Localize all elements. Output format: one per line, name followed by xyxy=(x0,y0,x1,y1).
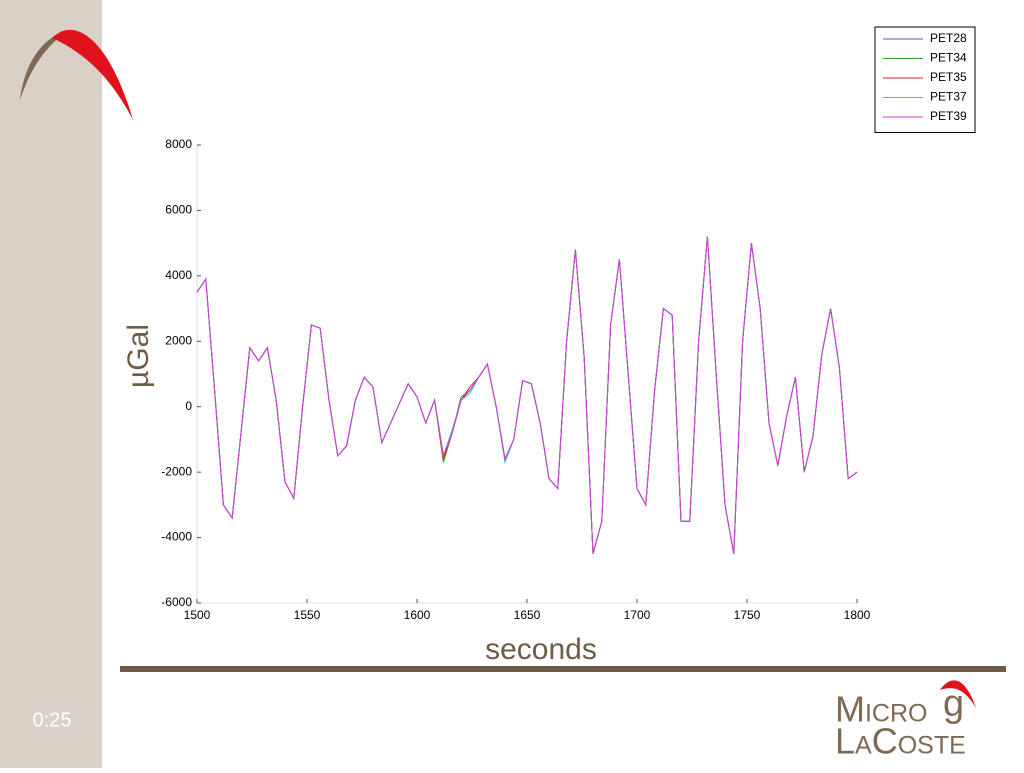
divider-bar xyxy=(120,666,1006,672)
y-tick-label: 6000 xyxy=(165,203,192,217)
logo-text: Micro xyxy=(835,689,928,730)
legend-label: PET28 xyxy=(930,31,967,45)
x-tick-label: 1650 xyxy=(514,608,541,622)
x-tick-label: 1500 xyxy=(184,608,211,622)
legend-label: PET37 xyxy=(930,90,967,104)
y-tick-label: 8000 xyxy=(165,137,192,151)
x-tick-label: 1600 xyxy=(404,608,431,622)
legend-label: PET35 xyxy=(930,70,967,84)
x-tick-label: 1800 xyxy=(844,608,871,622)
y-tick-label: -6000 xyxy=(161,595,192,609)
x-tick-label: 1700 xyxy=(624,608,651,622)
x-axis-label: seconds xyxy=(485,633,597,666)
logo-swoosh xyxy=(52,29,133,120)
y-tick-label: 2000 xyxy=(165,333,192,347)
logo-text: LaCoste xyxy=(835,721,966,762)
x-tick-label: 1550 xyxy=(294,608,321,622)
y-tick-label: 4000 xyxy=(165,268,192,282)
y-tick-label: -2000 xyxy=(161,464,192,478)
timer: 0:25 xyxy=(33,709,72,731)
legend-label: PET34 xyxy=(930,51,967,65)
legend-label: PET39 xyxy=(930,109,967,123)
logo-text: g xyxy=(943,683,964,725)
legend-box xyxy=(874,26,976,133)
y-tick-label: 0 xyxy=(185,399,192,413)
y-axis-label: µGal xyxy=(122,324,155,388)
sidebar xyxy=(0,0,102,768)
logo-swoosh xyxy=(940,680,976,708)
data-line xyxy=(196,236,858,555)
y-tick-label: -4000 xyxy=(161,530,192,544)
logo-swoosh xyxy=(20,30,70,100)
x-tick-label: 1750 xyxy=(734,608,761,622)
